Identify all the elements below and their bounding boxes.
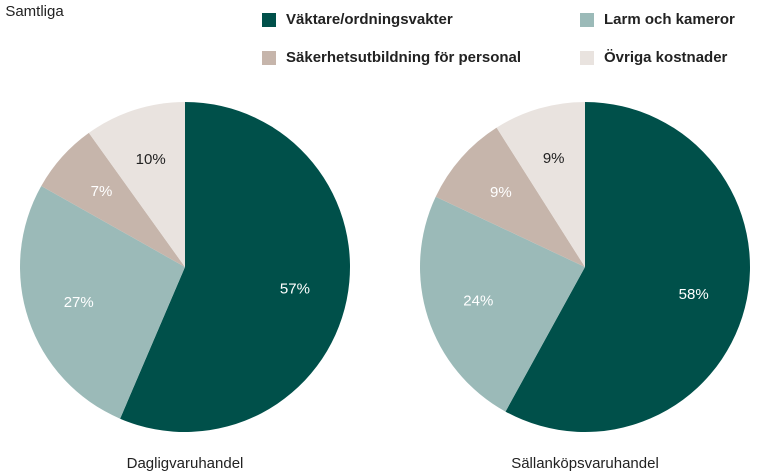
legend-label: Larm och kameror	[604, 11, 735, 28]
legend-label: Väktare/ordningsvakter	[286, 11, 453, 28]
pie-slice	[435, 127, 585, 268]
pie-slice	[41, 132, 186, 267]
legend-swatch	[262, 51, 276, 65]
pie-title: Dagligvaruhandel	[127, 455, 244, 472]
value-label: 10%	[136, 151, 166, 168]
pie-title: Sällanköpsvaruhandel	[511, 455, 659, 472]
value-label: 27%	[64, 294, 94, 311]
pie-slice	[505, 102, 751, 433]
pie-slice	[19, 185, 186, 419]
value-label: 9%	[543, 150, 565, 167]
pie-slice	[120, 102, 351, 432]
value-label: 9%	[490, 184, 512, 201]
subtitle: : Samtliga	[0, 3, 64, 20]
pie-slice	[419, 196, 585, 412]
value-label: 24%	[463, 293, 493, 310]
value-label: 7%	[91, 183, 113, 200]
legend-label: Övriga kostnader	[604, 49, 728, 66]
value-label: 57%	[280, 280, 310, 297]
value-label: 58%	[679, 286, 709, 303]
pie-slice	[496, 102, 585, 267]
legend-swatch	[580, 13, 594, 27]
legend-swatch	[580, 51, 594, 65]
legend-swatch	[262, 13, 276, 27]
legend-label: Säkerhetsutbildning för personal	[286, 49, 521, 66]
pie-slice	[88, 102, 185, 267]
